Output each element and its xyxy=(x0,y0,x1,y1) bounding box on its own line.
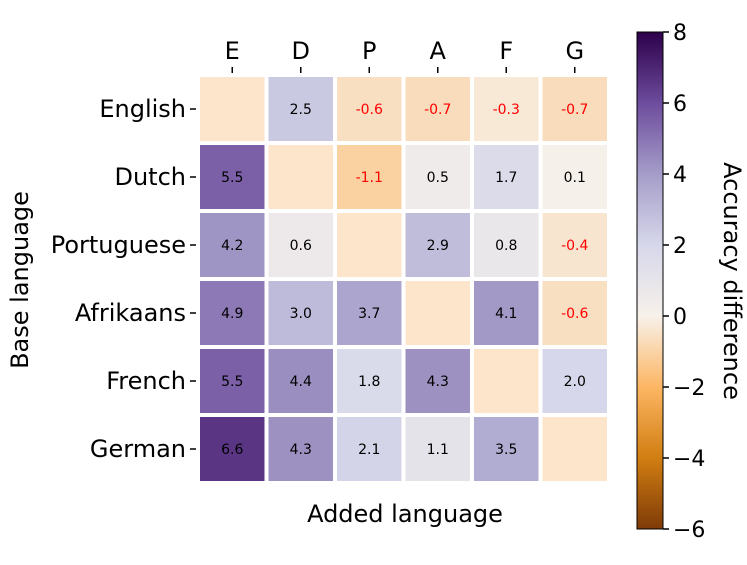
y-tick-label: French xyxy=(106,367,186,395)
cell-value-label: 4.3 xyxy=(290,442,312,458)
heatmap-cell-labels: 2.5 -0.6 -0.7 -0.3 -0.7 5.5 -1.1 0.5 1.7 0.1 4.2 0.… xyxy=(221,102,588,458)
heatmap-cell xyxy=(268,417,333,481)
heatmap-cell xyxy=(405,349,470,413)
x-tick-label: A xyxy=(430,37,447,65)
cell-value-label: 3.5 xyxy=(495,442,517,458)
heatmap-cell xyxy=(337,417,402,481)
y-axis: English Dutch Portuguese Afrikaans French Ger… xyxy=(51,95,196,463)
colorbar-tick-label: 6 xyxy=(673,92,687,117)
y-tick-label: English xyxy=(99,95,186,123)
cell-value-label: 2.9 xyxy=(427,238,449,254)
cell-value-label: 3.0 xyxy=(290,306,312,322)
cell-value-label: 3.7 xyxy=(358,306,380,322)
colorbar-tick-label: −2 xyxy=(673,376,705,401)
cell-value-label: 0.6 xyxy=(290,238,312,254)
heatmap-cell xyxy=(405,213,470,277)
heatmap-cell xyxy=(268,145,333,209)
heatmap-cell xyxy=(474,417,539,481)
heatmap-cell xyxy=(337,349,402,413)
y-tick-label: Afrikaans xyxy=(75,299,186,327)
cell-value-label: -0.6 xyxy=(356,102,383,118)
cell-value-label: 5.5 xyxy=(221,170,243,186)
cell-value-label: -0.7 xyxy=(424,102,451,118)
heatmap-cell xyxy=(200,213,265,277)
cell-value-label: 2.1 xyxy=(358,442,380,458)
cell-value-label: 4.2 xyxy=(221,238,243,254)
x-tick-label: P xyxy=(362,37,376,65)
cell-value-label: 4.3 xyxy=(427,374,449,390)
y-axis-label: Base language xyxy=(6,191,34,369)
heatmap-cell xyxy=(542,77,607,141)
cell-value-label: -0.3 xyxy=(493,102,520,118)
cell-value-label: 5.5 xyxy=(221,374,243,390)
cell-value-label: 1.7 xyxy=(495,170,517,186)
heatmap-cell xyxy=(405,281,470,345)
heatmap-cell xyxy=(200,417,265,481)
colorbar-gradient xyxy=(636,31,664,530)
colorbar: 8 6 4 2 0 −2 −4 −6 xyxy=(636,21,705,543)
heatmap-cell xyxy=(337,77,402,141)
heatmap-cell xyxy=(405,77,470,141)
colorbar-tick-label: −6 xyxy=(673,518,705,543)
cell-value-label: 0.1 xyxy=(564,170,586,186)
heatmap-cell xyxy=(542,417,607,481)
cell-value-label: -0.6 xyxy=(561,306,588,322)
cell-value-label: 1.1 xyxy=(427,442,449,458)
heatmap-cell xyxy=(542,349,607,413)
heatmap-cell xyxy=(542,213,607,277)
colorbar-tick-label: 4 xyxy=(673,163,687,188)
cell-value-label: 0.8 xyxy=(495,238,517,254)
heatmap-cells xyxy=(200,77,607,481)
cell-value-label: 0.5 xyxy=(427,170,449,186)
heatmap-cell xyxy=(268,213,333,277)
cell-value-label: 4.1 xyxy=(495,306,517,322)
x-tick-label: F xyxy=(499,37,513,65)
cell-value-label: 4.4 xyxy=(290,374,312,390)
colorbar-tick-label: 2 xyxy=(673,234,687,259)
cell-value-label: 4.9 xyxy=(221,306,243,322)
cell-value-label: -1.1 xyxy=(356,170,383,186)
heatmap-cell xyxy=(337,213,402,277)
cell-value-label: 1.8 xyxy=(358,374,380,390)
colorbar-tick-label: −4 xyxy=(673,447,705,472)
colorbar-tick-label: 8 xyxy=(673,21,687,46)
heatmap-cell xyxy=(200,77,265,141)
heatmap-cell xyxy=(405,417,470,481)
heatmap-cell xyxy=(337,281,402,345)
heatmap-cell xyxy=(474,281,539,345)
colorbar-label: Accuracy difference xyxy=(718,162,746,400)
heatmap-cell xyxy=(268,281,333,345)
heatmap-cell xyxy=(542,281,607,345)
heatmap-cell xyxy=(200,145,265,209)
x-tick-label: E xyxy=(225,37,240,65)
y-tick-label: German xyxy=(90,435,186,463)
heatmap-cell xyxy=(268,349,333,413)
x-tick-label: D xyxy=(292,37,310,65)
heatmap-cell xyxy=(200,281,265,345)
heatmap-cell xyxy=(474,213,539,277)
cell-value-label: 2.0 xyxy=(564,374,586,390)
x-axis-label: Added language xyxy=(307,500,503,528)
cell-value-label: 2.5 xyxy=(290,102,312,118)
colorbar-tick-label: 0 xyxy=(673,305,687,330)
heatmap-cell xyxy=(542,145,607,209)
x-tick-label: G xyxy=(565,37,584,65)
cell-value-label: -0.7 xyxy=(561,102,588,118)
cell-value-label: 6.6 xyxy=(221,442,243,458)
heatmap-cell xyxy=(474,349,539,413)
heatmap-cell xyxy=(474,145,539,209)
cell-value-label: -0.4 xyxy=(561,238,588,254)
y-tick-label: Portuguese xyxy=(51,231,186,259)
heatmap-cell xyxy=(337,145,402,209)
y-tick-label: Dutch xyxy=(114,163,186,191)
heatmap-cell xyxy=(268,77,333,141)
heatmap-cell xyxy=(200,349,265,413)
heatmap-cell xyxy=(474,77,539,141)
heatmap-cell xyxy=(405,145,470,209)
